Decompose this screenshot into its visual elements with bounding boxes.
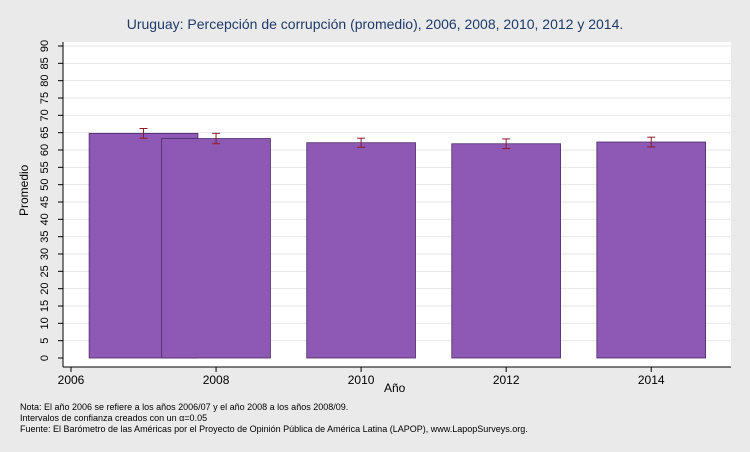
note-line: Intervalos de confianza creados con un α… [20,413,208,423]
y-tick-label: 30 [39,248,51,260]
y-axis: 0 5 10 15 20 25 30 35 40 45 50 55 60 65 70 75 80 85 90 [39,40,64,367]
y-tick-label: 65 [39,127,51,139]
y-tick-label: 5 [39,338,51,344]
y-tick-label: 40 [39,213,51,225]
x-tick-label: 2006 [58,373,85,387]
bar [451,143,561,359]
x-axis-label: Año [384,381,406,395]
x-tick-label: 2008 [203,373,230,387]
y-tick-label: 45 [39,196,51,208]
y-tick-label: 15 [39,300,51,312]
y-tick-label: 85 [39,57,51,69]
x-axis: 2006 2008 2010 2012 2014 [58,366,731,387]
bar [596,141,707,359]
x-tick-label: 2014 [638,373,665,387]
bar [306,142,416,359]
y-tick-label: 70 [39,109,51,121]
error-bars-group [139,128,656,150]
y-tick-label: 55 [39,161,51,173]
y-tick-label: 25 [39,265,51,277]
y-tick-label: 80 [39,75,51,87]
y-tick-label: 0 [39,355,51,361]
y-axis-label: Promedio [17,164,31,216]
note-line: Nota: El año 2006 se refiere a los años … [20,402,349,412]
y-tick-label: 60 [39,144,51,156]
chart-notes: Nota: El año 2006 se refiere a los años … [20,402,528,435]
y-tick-label: 90 [39,40,51,52]
y-tick-label: 75 [39,92,51,104]
source-line: Fuente: El Barómetro de las Américas por… [20,424,528,434]
x-tick-label: 2012 [493,373,520,387]
x-tick-label: 2010 [348,373,375,387]
y-tick-label: 35 [39,231,51,243]
chart-title: Uruguay: Percepción de corrupción (prome… [126,16,624,32]
y-tick-label: 50 [39,179,51,191]
y-tick-label: 10 [39,317,51,329]
bars-group [88,132,707,359]
y-tick-label: 20 [39,283,51,295]
bar [161,138,271,359]
